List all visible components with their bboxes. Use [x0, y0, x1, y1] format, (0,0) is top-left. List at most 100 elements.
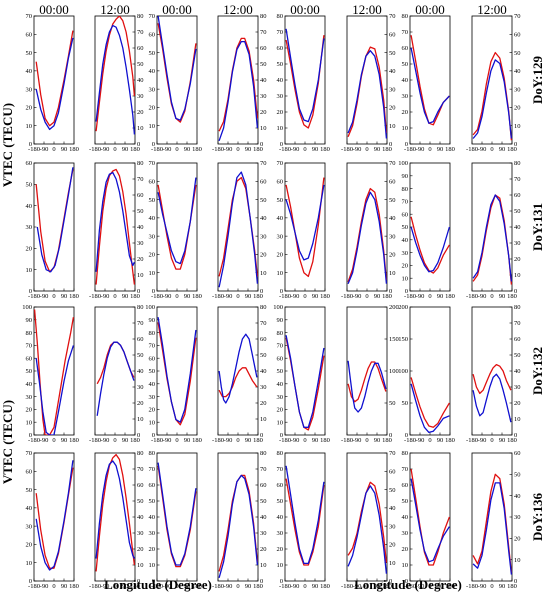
- y-tick-label: 50: [514, 352, 521, 359]
- series-line-1: [285, 478, 325, 566]
- x-tick-label: -90: [163, 146, 172, 153]
- y-tick-label: 0: [514, 288, 517, 295]
- x-tick-label: -180: [212, 437, 224, 444]
- y-tick-label: 50: [277, 61, 284, 68]
- y-tick-label: 60: [149, 355, 156, 362]
- y-tick-label: 10: [260, 125, 267, 132]
- panel-series: [157, 317, 197, 426]
- y-tick-label: 10: [149, 270, 156, 277]
- panel-series: [95, 16, 135, 135]
- x-tick-label: -180: [466, 583, 478, 590]
- x-tick-label: 90: [312, 583, 319, 590]
- x-tick-label: 0: [113, 293, 116, 300]
- column-time-labels: 00:00 12:00 00:00 12:00 00:00 12:00 00:00 12:00: [39, 2, 507, 17]
- y-tick-label: 20: [260, 109, 267, 116]
- y-tick-label: 80: [137, 450, 144, 457]
- y-tick-label: 60: [137, 482, 144, 489]
- x-tick-label: 0: [303, 583, 306, 590]
- y-tick-label: 40: [514, 68, 521, 75]
- y-tick-label: 10: [137, 416, 144, 423]
- y-tick-label: 40: [260, 514, 267, 521]
- y-tick-label: 0: [29, 578, 32, 585]
- y-tick-label: 30: [402, 93, 409, 100]
- y-tick-label: 60: [260, 336, 267, 343]
- y-tick-label: 30: [514, 86, 521, 93]
- x-tick-label: -180: [466, 437, 478, 444]
- x-tick-label: 180: [320, 146, 330, 153]
- y-tick-label: 70: [402, 29, 409, 36]
- y-tick-label: 70: [389, 160, 396, 167]
- panel-series: [285, 28, 325, 129]
- x-tick-label: -90: [416, 437, 425, 444]
- y-tick-label: 20: [277, 109, 284, 116]
- x-tick-label: -90: [478, 583, 487, 590]
- y-tick-label: 0: [514, 578, 517, 585]
- x-tick-label: 0: [236, 583, 239, 590]
- y-tick-label: 40: [137, 77, 144, 84]
- x-tick-label: 90: [61, 583, 68, 590]
- y-tick-label: 80: [277, 330, 284, 337]
- y-tick-label: 70: [277, 343, 284, 350]
- y-tick-label: 60: [514, 31, 521, 38]
- y-tick-label: 20: [277, 546, 284, 553]
- y-tick-label: 60: [402, 211, 409, 218]
- y-tick-label: 10: [514, 123, 521, 130]
- y-tick-label: 0: [152, 288, 155, 295]
- y-tick-label: 80: [260, 304, 267, 311]
- x-tick-label: -90: [40, 293, 49, 300]
- y-tick-label: 30: [277, 233, 284, 240]
- x-tick-label: -90: [40, 583, 49, 590]
- series-line-1: [347, 187, 387, 283]
- x-tick-label: 90: [122, 293, 129, 300]
- y-tick-label: 30: [514, 240, 521, 247]
- x-tick-label: 180: [382, 293, 392, 300]
- series-line-1: [347, 46, 387, 137]
- x-tick-label: 90: [437, 293, 444, 300]
- y-tick-label: 40: [137, 224, 144, 231]
- x-tick-label: 180: [69, 146, 79, 153]
- series-line-2: [35, 460, 74, 571]
- series-line-2: [95, 171, 135, 272]
- panel-series: [285, 465, 325, 566]
- y-tick-label: 60: [26, 355, 33, 362]
- y-tick-label: 80: [277, 450, 284, 457]
- x-tick-label: 0: [303, 437, 306, 444]
- panel-series: [347, 46, 387, 139]
- x-tick-label: 0: [113, 583, 116, 590]
- x-tick-label: 0: [490, 293, 493, 300]
- y-tick-label: 90: [149, 317, 156, 324]
- x-tick-label: 90: [61, 293, 68, 300]
- y-tick-label: 20: [277, 407, 284, 414]
- y-tick-label: 70: [402, 466, 409, 473]
- x-tick-label: -90: [101, 146, 110, 153]
- y-tick-label: 30: [26, 394, 33, 401]
- x-tick-label: 0: [428, 146, 431, 153]
- y-tick-label: 70: [389, 450, 396, 457]
- y-tick-label: 30: [389, 86, 396, 93]
- series-line-2: [285, 184, 325, 261]
- x-tick-label: 0: [175, 437, 178, 444]
- x-tick-label: 180: [192, 293, 202, 300]
- y-tick-label: 30: [277, 93, 284, 100]
- y-tick-label: 0: [405, 432, 408, 439]
- y-tick-label: 50: [149, 368, 156, 375]
- x-tick-label: 180: [507, 583, 517, 590]
- y-tick-label: 60: [277, 355, 284, 362]
- x-tick-label: 180: [320, 583, 330, 590]
- x-tick-label: -90: [40, 146, 49, 153]
- column-time-label: 12:00: [352, 2, 382, 17]
- series-line-1: [285, 35, 325, 129]
- x-tick-label: -180: [151, 146, 163, 153]
- y-tick-label: 60: [514, 450, 521, 457]
- panel-series: [472, 473, 512, 575]
- x-tick-label: -90: [224, 437, 233, 444]
- x-tick-label: -90: [291, 293, 300, 300]
